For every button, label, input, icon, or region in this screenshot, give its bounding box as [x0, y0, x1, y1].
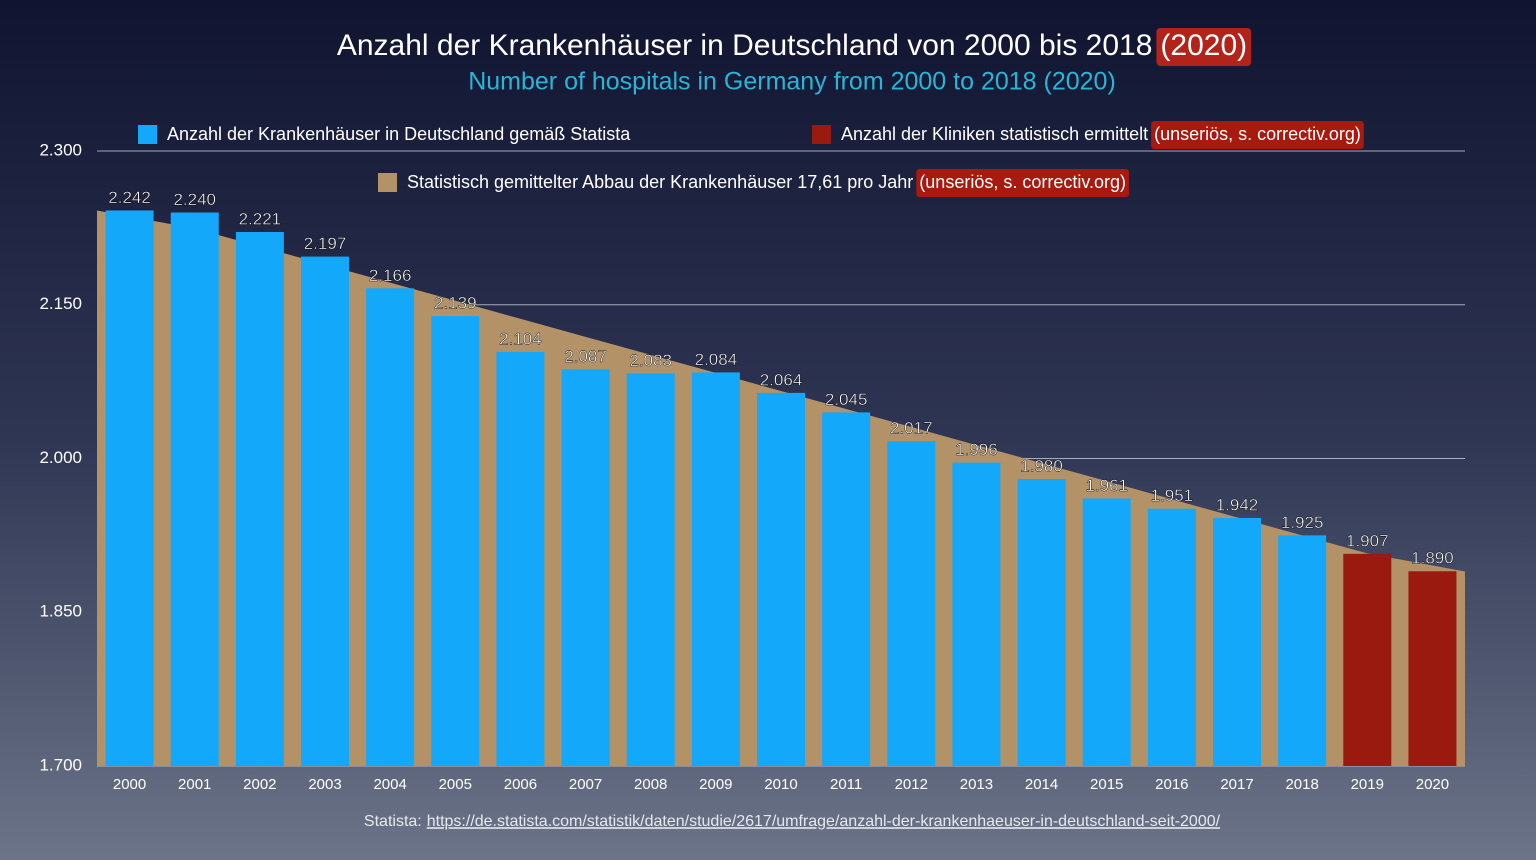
- y-tick-label: 2.150: [39, 294, 82, 313]
- bar: [887, 441, 936, 766]
- bar: [301, 256, 349, 766]
- bar: [105, 210, 154, 766]
- bar: [626, 373, 675, 766]
- data-label: 1.907: [1346, 531, 1389, 550]
- x-tick-label: 2014: [1025, 776, 1058, 793]
- legend-note: (unseriös, s. correctiv.org): [1154, 124, 1361, 144]
- bar: [366, 288, 415, 766]
- x-tick-label: 2009: [699, 776, 732, 793]
- data-label: 1.980: [1020, 456, 1063, 475]
- x-tick-label: 2010: [764, 776, 797, 793]
- chart-title: Anzahl der Krankenhäuser in Deutschland …: [337, 29, 1153, 62]
- bar: [1017, 479, 1066, 766]
- title-note-highlight: [1156, 28, 1252, 66]
- bar: [1408, 571, 1457, 766]
- bar: [952, 462, 1001, 766]
- x-tick-label: 2005: [439, 776, 472, 793]
- data-label: 2.083: [629, 351, 672, 370]
- data-label: 2.084: [695, 350, 738, 369]
- legend-swatch: [138, 125, 157, 144]
- x-tick-label: 2001: [178, 776, 211, 793]
- data-label: 2.240: [173, 190, 216, 209]
- bar: [691, 372, 740, 766]
- x-tick-label: 2019: [1351, 776, 1384, 793]
- x-tick-label: 2008: [634, 776, 667, 793]
- x-tick-label: 2003: [308, 776, 341, 793]
- data-label: 2.104: [499, 329, 542, 348]
- y-tick-label: 2.300: [39, 140, 82, 159]
- bar: [431, 316, 480, 766]
- data-label: 1.951: [1151, 486, 1194, 505]
- chart-subtitle: Number of hospitals in Germany from 2000…: [468, 68, 1116, 96]
- title-group: Anzahl der Krankenhäuser in Deutschland …: [337, 28, 1252, 96]
- data-label: 1.996: [955, 440, 998, 459]
- data-label: 2.242: [108, 188, 151, 207]
- data-label: 2.045: [825, 390, 868, 409]
- x-tick-label: 2015: [1090, 776, 1123, 793]
- data-label: 2.017: [890, 419, 933, 438]
- x-tick-label: 2011: [830, 776, 862, 793]
- data-label: 2.166: [369, 266, 412, 285]
- bar: [757, 392, 805, 766]
- x-tick-label: 2018: [1285, 776, 1318, 793]
- data-label: 1.961: [1085, 476, 1128, 495]
- x-tick-label: 2017: [1220, 776, 1253, 793]
- legend-label: Anzahl der Krankenhäuser in Deutschland …: [167, 124, 631, 144]
- labels: 2.242 2.240 2.221 2.197 2.166 2.139 2.104 2.087…: [108, 188, 1454, 568]
- bar: [1082, 498, 1131, 766]
- x-tick-label: 2002: [243, 776, 276, 793]
- bar: [496, 351, 545, 766]
- bar: [1147, 508, 1196, 766]
- x-tick-label: 2020: [1416, 776, 1449, 793]
- y-tick-label: 1.850: [39, 602, 82, 621]
- x-tick-label: 2000: [113, 776, 146, 793]
- legend: Statistisch gemittelter Abbau der Kranke…: [138, 121, 1364, 197]
- bar: [561, 369, 610, 766]
- legend-note-highlight: [916, 169, 1130, 197]
- x-tick-label: 2004: [373, 776, 406, 793]
- bar: [170, 212, 219, 766]
- x-tick-label: 2016: [1155, 776, 1188, 793]
- source-link[interactable]: https://de.statista.com/statistik/daten/…: [427, 813, 1221, 830]
- bar: [235, 231, 284, 767]
- source-label: Statista:: [364, 813, 422, 830]
- x-tick-label: 2007: [569, 776, 602, 793]
- data-label: 2.221: [239, 209, 282, 228]
- bar: [1213, 517, 1261, 766]
- legend-label: Statistisch gemittelter Abbau der Kranke…: [407, 172, 913, 192]
- bar: [822, 412, 871, 766]
- x-tick-label: 2006: [504, 776, 537, 793]
- bars: [105, 210, 1457, 767]
- data-label: 1.942: [1216, 495, 1259, 514]
- data-label: 1.925: [1281, 513, 1324, 532]
- x-tick-label: 2013: [960, 776, 993, 793]
- data-label: 2.064: [760, 370, 803, 389]
- y-tick-label: 2.000: [39, 448, 82, 467]
- legend-label: Anzahl der Kliniken statistisch ermittel…: [841, 124, 1148, 144]
- bar: [1278, 535, 1327, 766]
- legend-swatch: [378, 173, 397, 192]
- title-note: (2020): [1160, 29, 1247, 62]
- y-tick-label: 1.700: [39, 755, 82, 774]
- legend-note: (unseriös, s. correctiv.org): [919, 172, 1126, 192]
- data-label: 2.197: [304, 234, 347, 253]
- legend-note-highlight: [1151, 121, 1364, 149]
- bar: [1343, 553, 1392, 766]
- legend-swatch: [812, 125, 831, 144]
- data-label: 2.139: [434, 294, 477, 313]
- data-label: 1.890: [1411, 549, 1454, 568]
- data-label: 2.087: [564, 347, 607, 366]
- x-tick-label: 2012: [895, 776, 928, 793]
